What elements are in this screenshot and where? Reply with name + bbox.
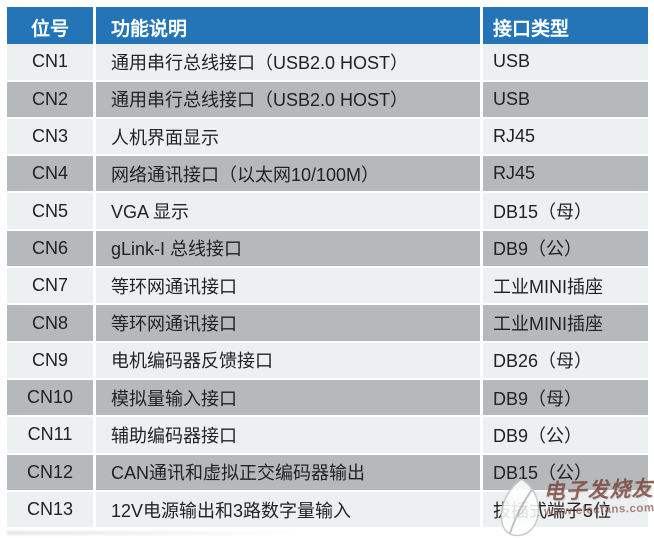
cell-interface-type: USB (483, 44, 648, 80)
cell-position: CN9 (7, 342, 93, 378)
cell-position: CN7 (7, 268, 93, 304)
table-bottom-shadow (7, 531, 307, 535)
cell-position: CN5 (7, 193, 93, 229)
cell-position: CN12 (7, 454, 93, 490)
cell-function: 辅助编码器接口 (96, 417, 480, 453)
cell-interface-type: DB15（母） (483, 193, 648, 229)
cell-position: CN11 (7, 417, 93, 453)
cell-position: CN13 (7, 491, 93, 528)
cell-position: CN2 (7, 81, 93, 117)
cell-function: 模拟量输入接口 (96, 379, 480, 416)
cell-interface-type: DB9（公） (483, 230, 648, 267)
cell-position: CN8 (7, 305, 93, 341)
cell-interface-type: DB15（公） (483, 454, 648, 490)
cell-interface-type: RJ45 (483, 118, 648, 155)
cell-function: 网络通讯接口（以太网10/100M） (96, 156, 480, 192)
cell-interface-type: DB26（母） (483, 342, 648, 378)
cell-position: CN4 (7, 156, 93, 192)
column-header-function: 功能说明 (96, 7, 480, 47)
cell-function: gLink-I 总线接口 (96, 230, 480, 267)
cell-interface-type: 工业MINI插座 (483, 305, 648, 341)
cell-function: VGA 显示 (96, 193, 480, 229)
cell-interface-type: DB9（母） (483, 379, 648, 416)
cell-position: CN1 (7, 44, 93, 80)
cell-interface-type: 工业MINI插座 (483, 268, 648, 304)
cell-function: 等环网通讯接口 (96, 268, 480, 304)
cell-position: CN6 (7, 230, 93, 267)
cell-function: 通用串行总线接口（USB2.0 HOST） (96, 44, 480, 80)
cell-function: 12V电源输出和3路数字量输入 (96, 491, 480, 528)
cell-position: CN3 (7, 118, 93, 155)
cell-position: CN10 (7, 379, 93, 416)
cell-function: CAN通讯和虚拟正交编码器输出 (96, 454, 480, 490)
cell-interface-type: USB (483, 81, 648, 117)
cell-interface-type: 拔插式端子5位 (483, 491, 648, 528)
cell-function: 通用串行总线接口（USB2.0 HOST） (96, 81, 480, 117)
cell-function: 电机编码器反馈接口 (96, 342, 480, 378)
cell-interface-type: DB9（公） (483, 417, 648, 453)
column-header-position: 位号 (7, 7, 93, 47)
cell-interface-type: RJ45 (483, 156, 648, 192)
connector-spec-table: 位号 功能说明 接口类型 CN1 通用串行总线接口（USB2.0 HOST） USB… (7, 7, 648, 528)
cell-function: 人机界面显示 (96, 118, 480, 155)
cell-function: 等环网通讯接口 (96, 305, 480, 341)
column-header-interface-type: 接口类型 (483, 7, 648, 47)
